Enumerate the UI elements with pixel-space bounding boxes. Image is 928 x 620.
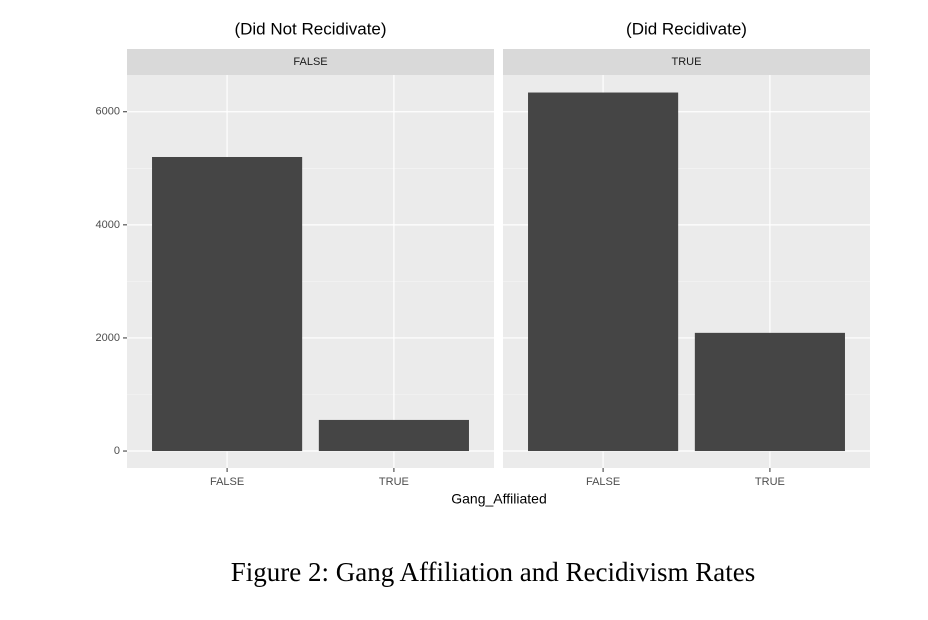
x-tick-label: TRUE	[755, 476, 785, 488]
strip-label: FALSE	[293, 56, 327, 68]
y-tick-label: 0	[114, 445, 120, 457]
strip	[127, 49, 494, 75]
bar	[318, 419, 469, 452]
x-tick-label: TRUE	[379, 476, 409, 488]
x-axis-label: Gang_Affiliated	[451, 491, 546, 507]
bar	[152, 156, 303, 452]
caption: Figure 2: Gang Affiliation and Recidivis…	[231, 557, 755, 587]
y-tick-label: 4000	[96, 219, 120, 231]
strip	[503, 49, 870, 75]
y-tick-label: 6000	[96, 106, 120, 118]
strip-label: TRUE	[672, 56, 702, 68]
bar	[694, 332, 845, 452]
y-tick-label: 2000	[96, 332, 120, 344]
x-tick-label: FALSE	[210, 476, 244, 488]
bar	[528, 92, 679, 452]
facet-title: (Did Not Recidivate)	[234, 19, 386, 38]
facet-title: (Did Recidivate)	[626, 19, 747, 38]
x-tick-label: FALSE	[586, 476, 620, 488]
